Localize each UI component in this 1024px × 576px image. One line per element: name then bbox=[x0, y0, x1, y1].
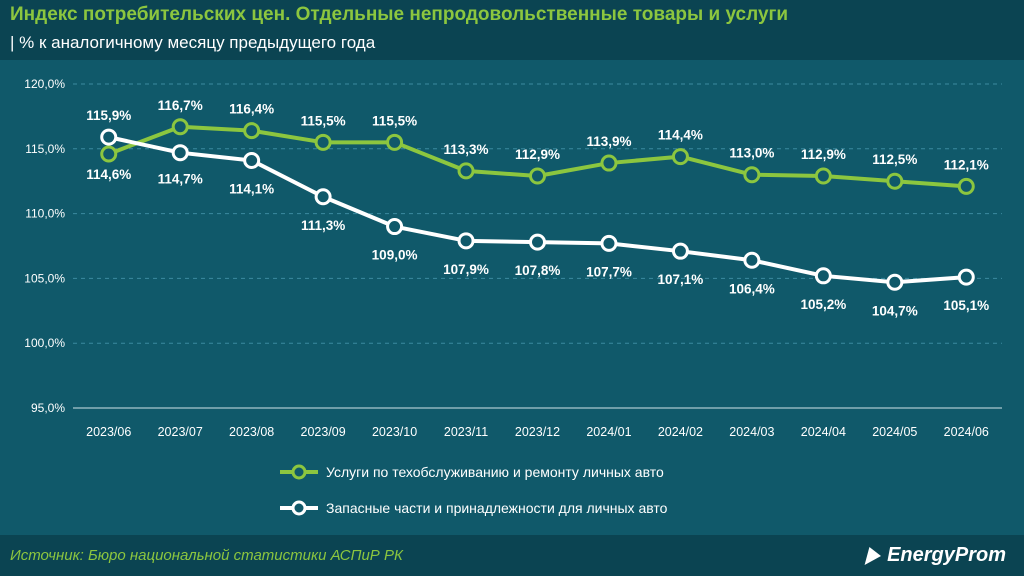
services-point bbox=[671, 148, 689, 166]
legend-label: Запасные части и принадлежности для личн… bbox=[326, 500, 668, 516]
legend-label: Услуги по техобслуживанию и ремонту личн… bbox=[326, 464, 664, 480]
parts-point bbox=[600, 234, 618, 252]
services-point bbox=[314, 133, 332, 151]
y-tick-label: 115,0% bbox=[25, 142, 65, 156]
services-data-label: 114,6% bbox=[86, 167, 131, 182]
services-point bbox=[600, 154, 618, 172]
chart-subtitle: | % к аналогичному месяцу предыдущего го… bbox=[10, 33, 376, 52]
parts-point bbox=[529, 233, 546, 251]
services-data-label: 115,5% bbox=[301, 113, 346, 128]
services-data-label: 112,1% bbox=[944, 157, 989, 172]
energyprom-logo-icon bbox=[864, 546, 884, 565]
x-tick-label: 2023/07 bbox=[158, 425, 203, 439]
parts-point bbox=[671, 242, 689, 260]
parts-point bbox=[814, 267, 832, 285]
services-data-label: 116,7% bbox=[158, 98, 203, 113]
x-tick-label: 2024/06 bbox=[944, 425, 989, 439]
parts-data-label: 111,3% bbox=[301, 218, 345, 233]
parts-point bbox=[457, 232, 475, 250]
parts-point bbox=[386, 218, 404, 236]
x-tick-label: 2024/05 bbox=[872, 425, 917, 439]
services-point bbox=[886, 172, 904, 190]
y-tick-label: 110,0% bbox=[25, 207, 65, 221]
x-tick-label: 2023/08 bbox=[229, 425, 274, 439]
parts-data-label: 105,1% bbox=[943, 298, 989, 313]
parts-point bbox=[171, 144, 189, 162]
services-point bbox=[814, 167, 832, 185]
parts-data-label: 107,9% bbox=[443, 262, 489, 277]
parts-point bbox=[886, 273, 904, 291]
parts-data-label: 114,1% bbox=[229, 181, 274, 196]
services-data-label: 113,3% bbox=[444, 142, 489, 157]
x-tick-label: 2024/02 bbox=[658, 425, 703, 439]
services-point bbox=[529, 167, 546, 185]
chart-title: Индекс потребительских цен. Отдельные не… bbox=[10, 4, 789, 25]
brand-logo: EnergyProm bbox=[864, 544, 1006, 567]
services-data-label: 112,9% bbox=[515, 147, 560, 162]
services-data-label: 112,5% bbox=[872, 152, 917, 167]
parts-point bbox=[314, 188, 332, 206]
y-tick-label: 95,0% bbox=[31, 401, 65, 415]
services-data-label: 114,4% bbox=[658, 128, 703, 143]
parts-data-label: 114,7% bbox=[158, 172, 203, 187]
y-tick-label: 100,0% bbox=[24, 336, 65, 350]
parts-data-label: 105,2% bbox=[800, 297, 846, 312]
x-tick-label: 2023/06 bbox=[86, 425, 131, 439]
x-tick-label: 2023/10 bbox=[372, 425, 417, 439]
y-tick-label: 105,0% bbox=[24, 271, 65, 285]
parts-data-label: 107,1% bbox=[658, 272, 704, 287]
chart-panel bbox=[0, 60, 1024, 535]
source-note: Источник: Бюро национальной статистики А… bbox=[10, 547, 403, 564]
services-data-label: 113,9% bbox=[586, 134, 631, 149]
services-point bbox=[243, 122, 261, 140]
services-point bbox=[386, 133, 404, 151]
legend-marker bbox=[291, 464, 307, 480]
services-point bbox=[957, 177, 975, 195]
x-tick-label: 2024/03 bbox=[729, 425, 774, 439]
services-point bbox=[100, 145, 118, 163]
services-data-label: 113,0% bbox=[729, 146, 774, 161]
services-point bbox=[457, 162, 475, 180]
parts-point bbox=[100, 128, 118, 146]
parts-data-label: 107,7% bbox=[586, 264, 632, 279]
parts-data-label: 109,0% bbox=[372, 248, 418, 263]
parts-data-label: 107,8% bbox=[515, 263, 561, 278]
x-tick-label: 2024/01 bbox=[586, 425, 631, 439]
parts-data-label: 115,9% bbox=[86, 108, 131, 123]
services-point bbox=[743, 166, 761, 184]
y-tick-label: 120,0% bbox=[24, 77, 65, 91]
parts-point bbox=[243, 151, 261, 169]
parts-data-label: 104,7% bbox=[872, 303, 918, 318]
parts-point bbox=[957, 268, 975, 286]
x-tick-label: 2024/04 bbox=[801, 425, 846, 439]
legend-marker bbox=[291, 500, 307, 516]
services-data-label: 115,5% bbox=[372, 113, 417, 128]
parts-data-label: 106,4% bbox=[729, 281, 775, 296]
services-data-label: 116,4% bbox=[229, 102, 274, 117]
brand-name: EnergyProm bbox=[887, 544, 1006, 566]
header-bar: Индекс потребительских цен. Отдельные не… bbox=[0, 0, 1024, 60]
services-point bbox=[171, 118, 189, 136]
x-tick-label: 2023/09 bbox=[301, 425, 346, 439]
services-data-label: 112,9% bbox=[801, 147, 846, 162]
parts-point bbox=[743, 251, 761, 269]
footer-bar: Источник: Бюро национальной статистики А… bbox=[0, 535, 1024, 576]
line-chart: 120,0% 115,0% 110,0% 105,0% 100,0% 95,0% 2023/… bbox=[24, 77, 1002, 516]
x-tick-label: 2023/11 bbox=[444, 425, 488, 439]
x-tick-label: 2023/12 bbox=[515, 425, 560, 439]
